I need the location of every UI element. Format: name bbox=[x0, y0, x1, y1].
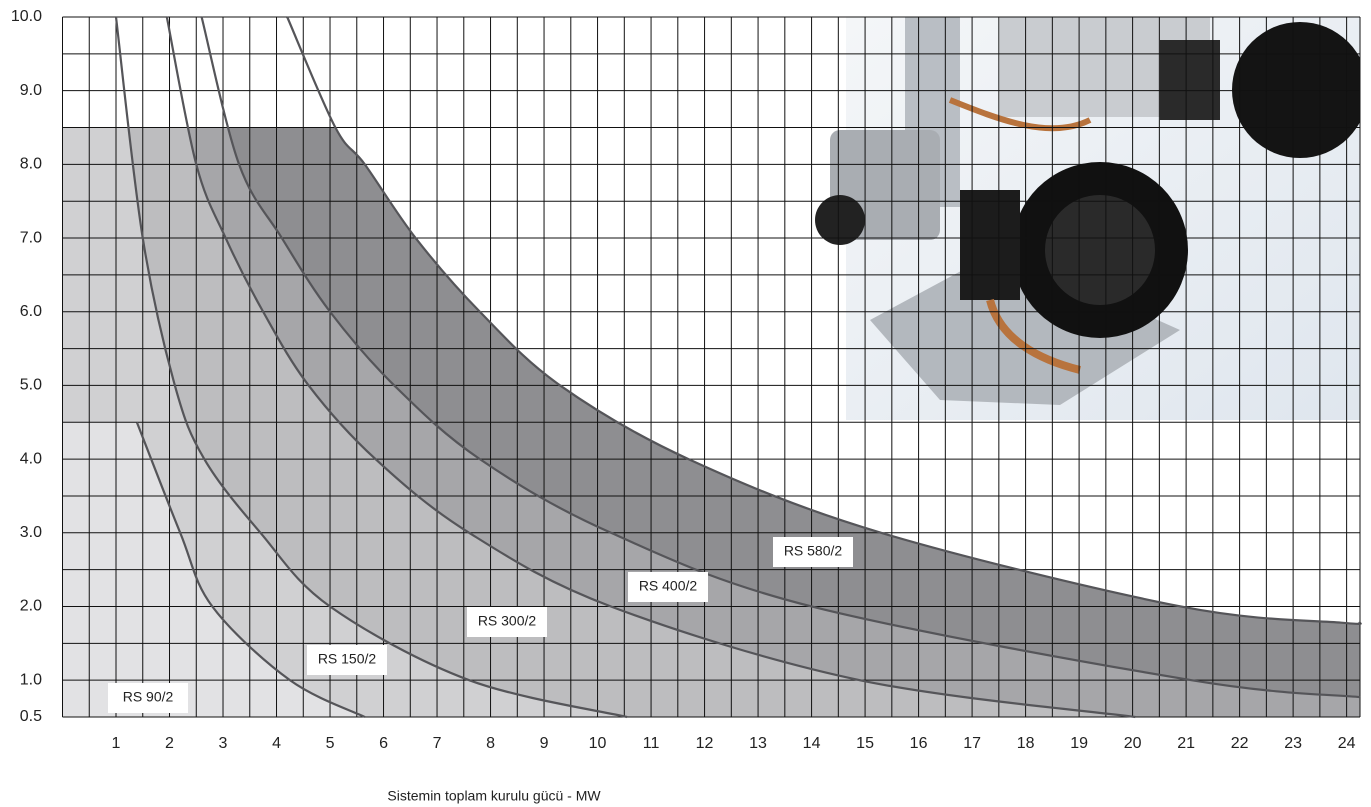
x-tick-label: 23 bbox=[1284, 735, 1302, 752]
y-tick-label: 5.0 bbox=[20, 377, 42, 394]
series-line bbox=[165, 16, 1136, 719]
y-tick-label: 0.5 bbox=[20, 708, 42, 725]
curves bbox=[114, 16, 1362, 719]
series-line bbox=[200, 16, 1361, 699]
y-tick-label: 9.0 bbox=[20, 82, 42, 99]
x-tick-label: 19 bbox=[1070, 735, 1088, 752]
x-tick-label: 5 bbox=[326, 735, 335, 752]
x-tick-label: 8 bbox=[486, 735, 495, 752]
x-tick-label: 6 bbox=[379, 735, 388, 752]
x-tick-label: 11 bbox=[643, 735, 660, 752]
x-tick-label: 15 bbox=[856, 735, 874, 752]
y-tick-label: 6.0 bbox=[20, 303, 42, 320]
series-label: RS 300/2 bbox=[478, 613, 537, 629]
y-tick-label: 8.0 bbox=[20, 156, 42, 173]
y-tick-label: 2.0 bbox=[20, 598, 42, 615]
series-label: RS 150/2 bbox=[318, 651, 377, 667]
label-box bbox=[467, 607, 547, 637]
x-tick-label: 9 bbox=[540, 735, 549, 752]
series-label: RS 400/2 bbox=[639, 578, 698, 594]
label-box bbox=[773, 537, 853, 567]
x-tick-label: 4 bbox=[272, 735, 281, 752]
x-tick-label: 12 bbox=[696, 735, 714, 752]
label-box bbox=[628, 572, 708, 602]
x-tick-label: 16 bbox=[910, 735, 928, 752]
label-box bbox=[307, 645, 387, 675]
y-tick-label: 1.0 bbox=[20, 671, 42, 688]
labels: RS 90/2 RS 150/2 RS 300/2 RS 400/2 RS 580/2 bbox=[108, 537, 853, 713]
x-tick-label: 3 bbox=[219, 735, 228, 752]
series-line bbox=[135, 421, 366, 718]
series-label: RS 90/2 bbox=[123, 689, 174, 705]
x-tick-label: 14 bbox=[803, 735, 821, 752]
series-label: RS 580/2 bbox=[784, 543, 843, 559]
x-axis-title: Sistemin toplam kurulu gücü - MW bbox=[387, 788, 601, 804]
x-tick-label: 20 bbox=[1124, 735, 1142, 752]
x-tick-label: 24 bbox=[1338, 735, 1356, 752]
x-tick-label: 13 bbox=[749, 735, 767, 752]
y-tick-label: 3.0 bbox=[20, 524, 42, 541]
x-tick-label: 10 bbox=[589, 735, 607, 752]
x-tick-label: 1 bbox=[112, 735, 121, 752]
y-tick-label: 4.0 bbox=[20, 450, 42, 467]
x-tick-label: 2 bbox=[165, 735, 174, 752]
x-tick-label: 21 bbox=[1177, 735, 1195, 752]
x-tick-label: 17 bbox=[963, 735, 981, 752]
series-line bbox=[286, 16, 1362, 625]
y-tick-label: 7.0 bbox=[20, 229, 42, 246]
x-tick-label: 22 bbox=[1231, 735, 1249, 752]
burner-photo bbox=[815, 17, 1360, 420]
series-line bbox=[114, 16, 628, 719]
label-box bbox=[108, 683, 188, 713]
x-tick-label: 18 bbox=[1017, 735, 1035, 752]
y-tick-label: 10.0 bbox=[11, 8, 42, 25]
x-tick-label: 7 bbox=[433, 735, 442, 752]
